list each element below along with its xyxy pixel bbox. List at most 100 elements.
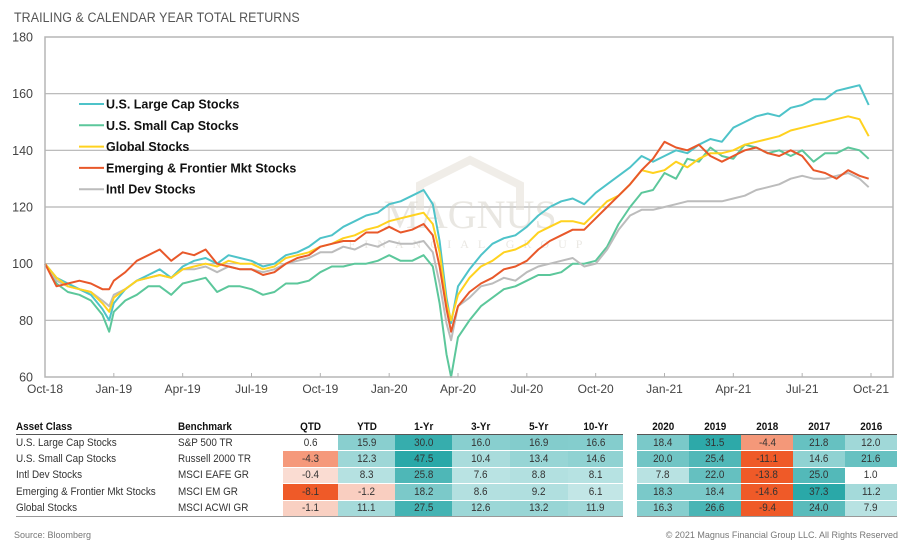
calendar-return-value: 18.3 bbox=[653, 485, 673, 498]
calendar-return-value: -4.4 bbox=[758, 436, 776, 449]
source-note: Source: Bloomberg bbox=[14, 530, 92, 540]
return-value: 13.2 bbox=[529, 502, 549, 515]
x-tick-label: Oct-18 bbox=[27, 382, 63, 396]
year-header: 2019 bbox=[689, 420, 741, 435]
year-header-text: 2019 bbox=[703, 421, 727, 433]
return-value: 12.3 bbox=[356, 453, 377, 466]
calendar-return-cell: 37.3 bbox=[793, 483, 845, 501]
column-header: 1-Yr bbox=[395, 420, 452, 435]
return-value: -1.1 bbox=[301, 502, 320, 515]
column-header: 3-Yr bbox=[452, 420, 510, 435]
asset-text: Global Stocks bbox=[16, 502, 78, 515]
x-tick-label: Jan-21 bbox=[646, 382, 683, 396]
calendar-return-value: 7.8 bbox=[656, 469, 670, 482]
benchmark-cell: S&P 500 TR bbox=[178, 434, 283, 452]
legend-label: U.S. Large Cap Stocks bbox=[106, 98, 239, 112]
year-header: 2017 bbox=[793, 420, 845, 435]
calendar-return-cell: 18.4 bbox=[637, 434, 689, 452]
asset-text: U.S. Large Cap Stocks bbox=[16, 436, 117, 449]
table-row: Intl Dev Stocks MSCI EAFE GR -0.4 8.3 25.8 7.… bbox=[16, 467, 623, 485]
calendar-return-cell: 22.0 bbox=[689, 467, 741, 485]
return-cell: 30.0 bbox=[395, 434, 452, 452]
calendar-return-cell: 7.9 bbox=[845, 500, 897, 517]
series-lines bbox=[44, 84, 870, 378]
return-value: 11.9 bbox=[586, 502, 605, 515]
asset-class-cell: Global Stocks bbox=[16, 500, 178, 517]
column-header-text: QTD bbox=[300, 421, 321, 433]
return-value: 10.4 bbox=[471, 453, 491, 466]
return-value: 16.0 bbox=[471, 436, 491, 449]
return-cell: 47.5 bbox=[395, 450, 452, 468]
watermark-roof-icon bbox=[416, 155, 524, 210]
calendar-return-value: -13.8 bbox=[755, 469, 779, 482]
calendar-return-value: 14.6 bbox=[809, 453, 829, 466]
year-header: 2020 bbox=[637, 420, 689, 435]
calendar-return-cell: 26.6 bbox=[689, 500, 741, 517]
return-value: 18.2 bbox=[413, 485, 434, 498]
column-header: YTD bbox=[338, 420, 395, 435]
calendar-return-cell: -14.6 bbox=[741, 483, 793, 501]
benchmark-text: MSCI EAFE GR bbox=[178, 469, 249, 482]
calendar-return-cell: 11.2 bbox=[845, 483, 897, 501]
calendar-return-cell: 31.5 bbox=[689, 434, 741, 452]
y-tick-label: 180 bbox=[12, 31, 33, 45]
benchmark-text: MSCI ACWI GR bbox=[178, 502, 249, 515]
benchmark-cell: MSCI EM GR bbox=[178, 483, 283, 501]
y-axis-ticks: 60 80 100 120 140 160 180 bbox=[12, 31, 33, 385]
column-header: QTD bbox=[283, 420, 338, 435]
calendar-return-value: 26.6 bbox=[705, 502, 725, 515]
calendar-return-value: 31.5 bbox=[705, 436, 725, 449]
return-value: 0.6 bbox=[303, 436, 318, 449]
return-value: 8.6 bbox=[474, 485, 488, 498]
return-cell: 18.2 bbox=[395, 483, 452, 501]
return-cell: -1.2 bbox=[338, 483, 395, 501]
year-header-text: 2017 bbox=[807, 421, 831, 433]
legend: U.S. Large Cap Stocks U.S. Small Cap Stoc… bbox=[79, 98, 296, 197]
calendar-return-cell: 18.4 bbox=[689, 483, 741, 501]
benchmark-text: Russell 2000 TR bbox=[178, 453, 252, 466]
copyright-note: © 2021 Magnus Financial Group LLC. All R… bbox=[665, 530, 898, 540]
return-value: 14.6 bbox=[585, 453, 606, 466]
calendar-return-value: 16.3 bbox=[653, 502, 673, 515]
return-cell: 7.6 bbox=[452, 467, 510, 485]
calendar-return-cell: 21.6 bbox=[845, 450, 897, 468]
calendar-return-cell: 12.0 bbox=[845, 434, 897, 452]
calendar-return-value: -9.4 bbox=[758, 502, 776, 515]
return-value: 16.9 bbox=[529, 436, 549, 449]
calendar-return-cell: -9.4 bbox=[741, 500, 793, 517]
return-value: 47.5 bbox=[413, 453, 434, 466]
return-cell: -0.4 bbox=[283, 467, 338, 485]
return-cell: 16.6 bbox=[568, 434, 623, 452]
year-header: 2016 bbox=[845, 420, 897, 435]
calendar-return-value: 18.4 bbox=[653, 436, 673, 449]
x-tick-label: Jan-20 bbox=[371, 382, 408, 396]
return-cell: -8.1 bbox=[283, 483, 338, 501]
table-row: 18.3 18.4 -14.6 37.3 11.2 bbox=[637, 483, 897, 501]
table-row: 18.4 31.5 -4.4 21.8 12.0 bbox=[637, 434, 897, 452]
column-header-text: 10-Yr bbox=[583, 421, 608, 433]
return-cell: 8.8 bbox=[510, 467, 568, 485]
return-value: 16.6 bbox=[585, 436, 606, 449]
return-cell: 14.6 bbox=[568, 450, 623, 468]
return-cell: 10.4 bbox=[452, 450, 510, 468]
return-value: -4.3 bbox=[301, 453, 320, 466]
calendar-return-cell: 14.6 bbox=[793, 450, 845, 468]
y-tick-label: 100 bbox=[12, 257, 33, 271]
chart-title: TRAILING & CALENDAR YEAR TOTAL RETURNS bbox=[14, 10, 300, 25]
column-header: 10-Yr bbox=[568, 420, 623, 435]
series-line-3 bbox=[44, 140, 870, 333]
return-cell: 8.1 bbox=[568, 467, 623, 485]
y-tick-label: 60 bbox=[19, 371, 33, 385]
trailing-header-row: Asset Class Benchmark QTD YTD 1-Yr 3-Yr 5-Yr 10… bbox=[16, 420, 623, 435]
calendar-header-row: 2020 2019 2018 2017 2016 bbox=[637, 420, 897, 435]
legend-label: Intl Dev Stocks bbox=[106, 183, 196, 197]
return-value: 30.0 bbox=[413, 436, 434, 449]
asset-text: Emerging & Frontier Mkt Stocks bbox=[16, 485, 156, 498]
table-row: Global Stocks MSCI ACWI GR -1.1 11.1 27.5 12.… bbox=[16, 500, 623, 517]
calendar-returns-table: 2020 2019 2018 2017 2016 18.4 31.5 -4.4 21.8 12.… bbox=[637, 420, 897, 517]
calendar-return-cell: 18.3 bbox=[637, 483, 689, 501]
return-cell: 16.9 bbox=[510, 434, 568, 452]
table-row: 16.3 26.6 -9.4 24.0 7.9 bbox=[637, 500, 897, 517]
calendar-return-value: -11.1 bbox=[756, 453, 778, 466]
calendar-return-value: 22.0 bbox=[705, 469, 725, 482]
